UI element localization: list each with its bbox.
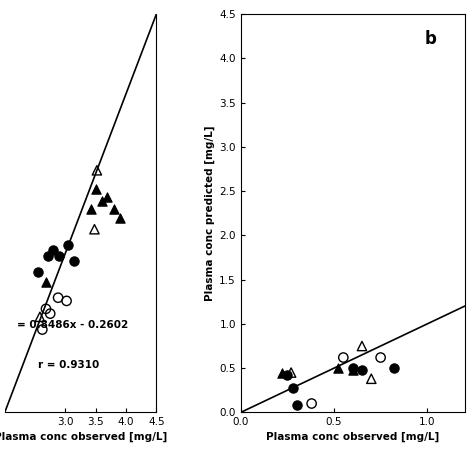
Point	[45, 253, 52, 260]
Point	[110, 205, 118, 212]
Point	[55, 253, 63, 260]
Point	[287, 369, 295, 376]
Point	[87, 205, 95, 212]
Point	[91, 226, 98, 233]
Text: = 0.8486x - 0.2602: = 0.8486x - 0.2602	[17, 320, 128, 330]
Point	[42, 305, 50, 313]
Point	[308, 400, 315, 407]
Point	[49, 246, 57, 254]
Point	[63, 297, 70, 305]
Point	[98, 197, 106, 204]
X-axis label: Plasma conc observed [mg/L]: Plasma conc observed [mg/L]	[0, 431, 167, 442]
Point	[390, 365, 398, 372]
Point	[283, 372, 291, 379]
Point	[93, 166, 100, 174]
Point	[293, 401, 301, 409]
Point	[38, 326, 46, 333]
Point	[377, 354, 384, 361]
Point	[34, 268, 42, 276]
Point	[334, 365, 342, 372]
Point	[349, 365, 356, 372]
Point	[358, 366, 366, 374]
Text: b: b	[424, 30, 436, 48]
Point	[46, 310, 54, 318]
Point	[92, 186, 100, 193]
Point	[339, 354, 347, 361]
Point	[64, 241, 72, 249]
Point	[36, 313, 44, 320]
Point	[278, 370, 285, 377]
Point	[367, 375, 375, 383]
Point	[289, 384, 297, 392]
Point	[42, 278, 50, 285]
Point	[349, 366, 356, 374]
Point	[116, 214, 124, 222]
Point	[55, 294, 62, 301]
Point	[103, 193, 110, 201]
Y-axis label: Plasma conc predicted [mg/L]: Plasma conc predicted [mg/L]	[205, 126, 215, 301]
Text: r = 0.9310: r = 0.9310	[38, 360, 100, 370]
X-axis label: Plasma conc observed [mg/L]: Plasma conc observed [mg/L]	[266, 431, 439, 442]
Point	[358, 342, 366, 350]
Point	[71, 257, 78, 265]
